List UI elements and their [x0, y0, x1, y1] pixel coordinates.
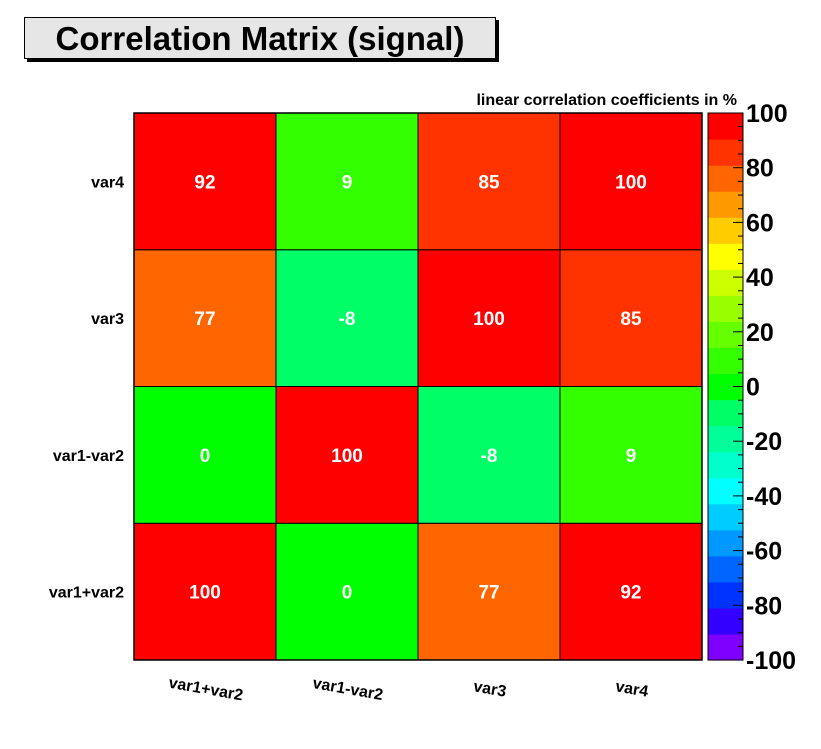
y-axis-labels: var1+var2 var1-var2 var3 var4 [49, 174, 124, 601]
palette-swatch [708, 451, 743, 479]
cell-value-label: 77 [478, 583, 499, 604]
palette-swatch [708, 425, 743, 453]
palette-tick-label: -60 [746, 538, 782, 566]
palette-swatch [708, 243, 743, 270]
y-tick-label: var1-var2 [53, 448, 124, 465]
chart-subtitle: linear correlation coefficients in % [476, 92, 737, 109]
heatmap-cell [133, 386, 277, 524]
palette-swatch [708, 269, 743, 296]
heatmap-cell [417, 112, 561, 251]
palette-swatch [708, 191, 743, 218]
palette-tick-label: -20 [746, 428, 782, 456]
y-tick-label: var1+var2 [49, 585, 124, 602]
cell-value-label: 9 [342, 172, 353, 193]
cell-value-label: 9 [626, 446, 637, 467]
heatmap-cell [275, 386, 419, 524]
palette-swatch [708, 295, 743, 322]
cell-value-label: 85 [620, 309, 642, 330]
cell-value-label: -8 [339, 309, 356, 330]
palette-swatch [708, 321, 743, 349]
cell-value-label: 0 [342, 583, 353, 604]
heatmap-cell [275, 112, 419, 251]
y-tick-label: var3 [91, 311, 124, 328]
x-tick-label: var1-var2 [311, 675, 384, 704]
x-tick-label: var4 [614, 678, 649, 700]
palette-swatch [708, 633, 743, 661]
x-tick-label: var1+var2 [167, 675, 244, 705]
color-palette [707, 112, 744, 661]
cell-value-label: 92 [194, 172, 215, 193]
x-tick-label: var3 [472, 678, 507, 700]
heatmap-cell [275, 249, 419, 387]
cell-value-label: 100 [615, 172, 647, 193]
palette-tick-label: 20 [746, 319, 774, 347]
heatmap-cell [559, 112, 703, 251]
palette-tick-label: -80 [746, 592, 782, 620]
heatmap-cell [275, 522, 419, 661]
palette-swatch [708, 165, 743, 192]
cell-value-label: 92 [620, 583, 641, 604]
palette-swatch [708, 607, 743, 635]
palette-swatch [708, 113, 743, 140]
heatmap-cell [559, 249, 703, 387]
chart-title-box: Correlation Matrix (signal) [24, 17, 496, 59]
palette-swatch [708, 529, 743, 557]
heatmap-cell [417, 522, 561, 661]
palette-swatch [708, 139, 743, 166]
palette-swatch [708, 399, 743, 427]
cell-value-label: 85 [478, 172, 500, 193]
plot-frame [133, 112, 703, 661]
y-tick-label: var4 [91, 174, 124, 191]
palette-tick-label: 60 [746, 209, 774, 237]
chart-title: Correlation Matrix (signal) [55, 20, 465, 57]
cell-value-label: 100 [189, 583, 221, 604]
heatmap-cell-labels: 100 0 77 92 0 100 -8 9 77 -8 100 85 92 9 85 100 [189, 172, 647, 603]
palette-swatch [708, 581, 743, 609]
palette-ticks [733, 112, 743, 661]
heatmap-cell [559, 386, 703, 524]
heatmap-cell [417, 386, 561, 524]
palette-swatch [708, 217, 743, 244]
heatmap-cell [133, 112, 277, 251]
palette-labels: 100 80 60 40 20 0 -20 -40 -60 -80 -100 [746, 100, 796, 675]
cell-value-label: 77 [194, 309, 215, 330]
palette-tick-label: 100 [746, 100, 788, 128]
palette-tick-label: -100 [746, 647, 796, 675]
palette-tick-label: 0 [746, 374, 760, 402]
heatmap-cells [133, 112, 703, 661]
palette-tick-label: -40 [746, 483, 782, 511]
cell-value-label: 0 [200, 446, 211, 467]
palette-tick-label: 80 [746, 155, 774, 183]
cell-value-label: -8 [481, 446, 498, 467]
palette-swatch [708, 347, 743, 375]
cell-value-label: 100 [331, 446, 363, 467]
x-axis-labels: var1+var2 var1-var2 var3 var4 [167, 675, 649, 705]
palette-swatch [708, 477, 743, 505]
cell-value-label: 100 [473, 309, 505, 330]
palette-tick-label: 40 [746, 264, 774, 292]
palette-swatch [708, 503, 743, 531]
palette-swatch [708, 555, 743, 583]
heatmap-cell [417, 249, 561, 387]
heatmap-cell [133, 249, 277, 387]
